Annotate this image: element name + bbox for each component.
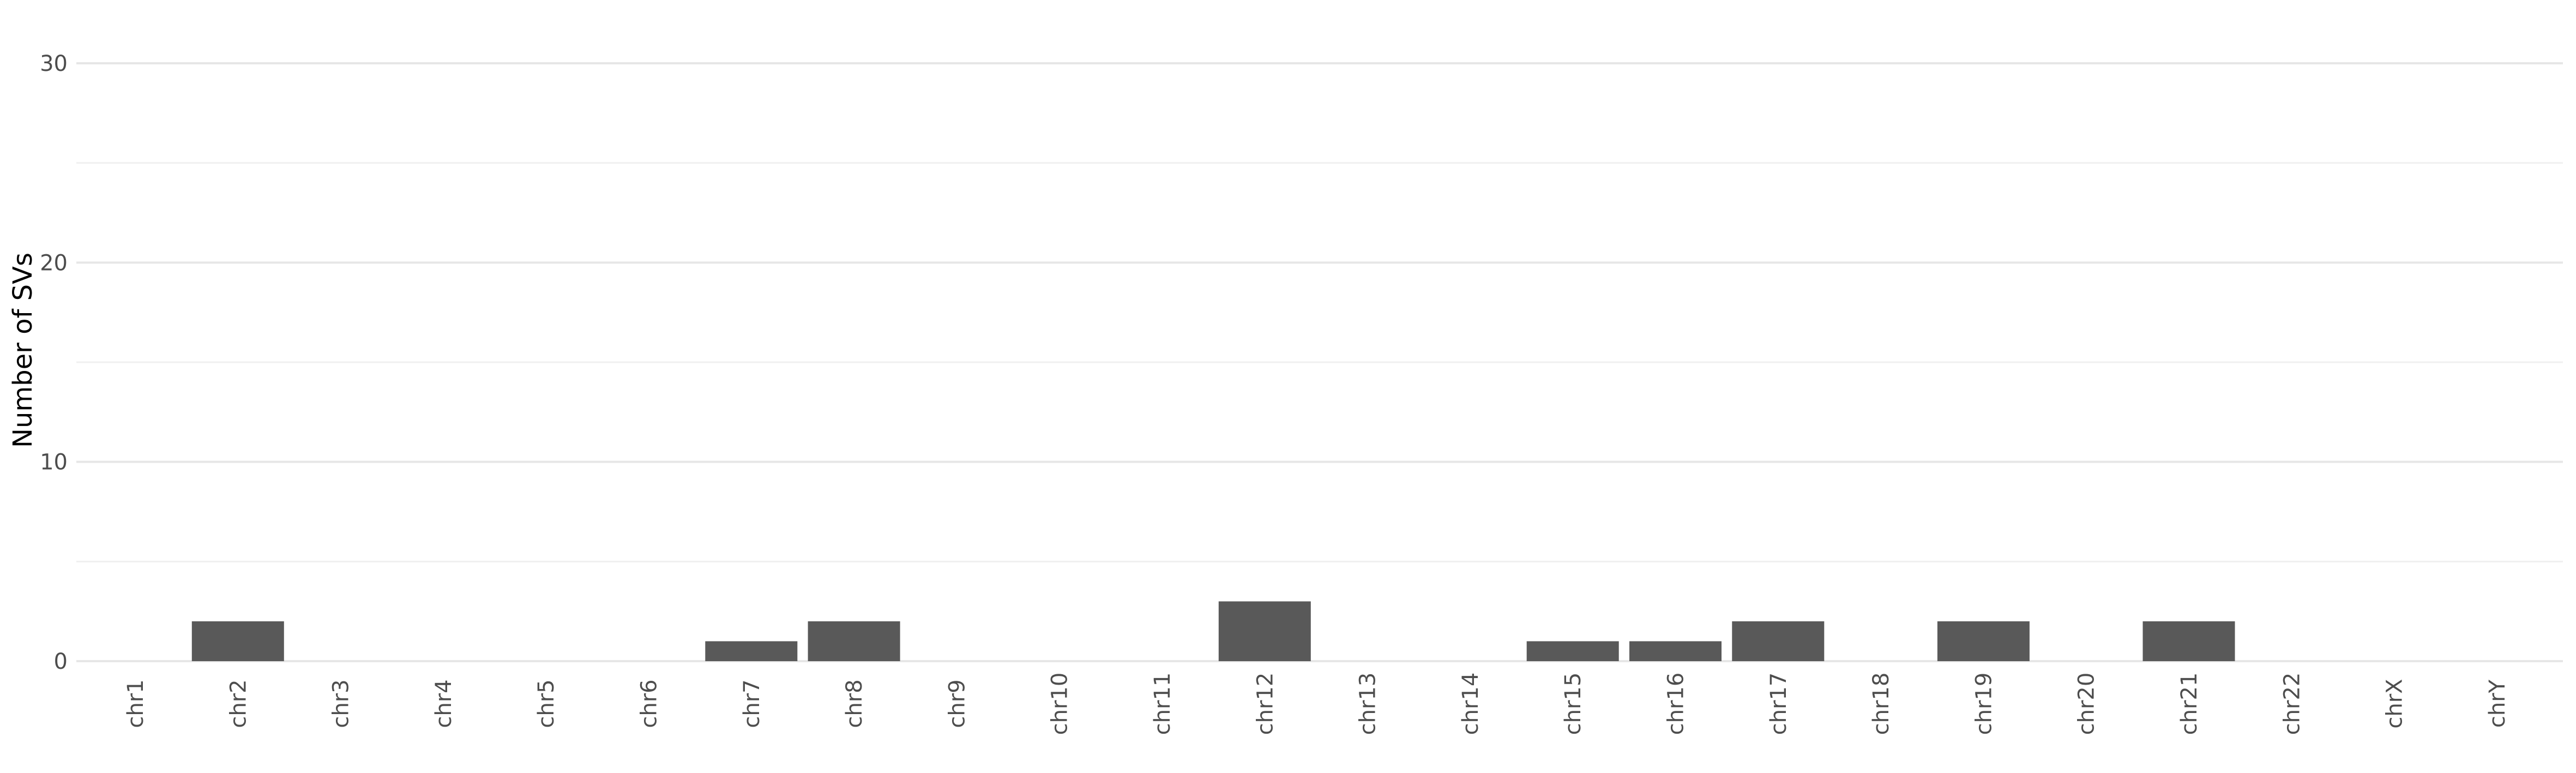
bar-chr19	[1937, 621, 2030, 661]
x-tick-label-chr22: chr22	[2279, 673, 2304, 735]
y-tick-label: 0	[54, 649, 68, 674]
bar-chr12	[1218, 601, 1311, 661]
x-tick-label-chr3: chr3	[329, 679, 354, 728]
x-tick-label-chr17: chr17	[1766, 673, 1791, 735]
x-tick-label-chr8: chr8	[842, 679, 867, 728]
x-tick-label-chr2: chr2	[226, 679, 251, 728]
bar-chr2	[191, 621, 284, 661]
bar-chr21	[2142, 621, 2235, 661]
grid-layer	[76, 62, 2563, 662]
x-tick-label-chr12: chr12	[1253, 673, 1278, 735]
x-tick-label-chr6: chr6	[637, 679, 662, 728]
x-tick-label-chr4: chr4	[431, 679, 456, 728]
x-tick-label-chrY: chrY	[2485, 679, 2510, 728]
x-tick-label-chrX: chrX	[2382, 679, 2408, 728]
bar-chr16	[1629, 641, 1722, 661]
x-tick-label-chr16: chr16	[1664, 673, 1689, 735]
x-tick-label-chr15: chr15	[1561, 673, 1586, 735]
bar-chr17	[1732, 621, 1825, 661]
x-tick-label-chr11: chr11	[1150, 673, 1175, 735]
y-tick-label: 30	[40, 51, 68, 76]
bar-chr15	[1526, 641, 1619, 661]
x-tick-label-chr18: chr18	[1869, 673, 1894, 735]
x-tick-labels: chr1 chr2 chr3 chr4 chr5 chr6 chr7 chr8 chr9 chr1…	[123, 673, 2510, 735]
y-tick-labels: 0 10 20 30	[40, 51, 68, 674]
x-tick-label-chr9: chr9	[944, 679, 970, 728]
x-tick-label-chr13: chr13	[1356, 673, 1381, 735]
x-tick-label-chr20: chr20	[2074, 673, 2099, 735]
bar-layer	[191, 601, 2235, 661]
y-tick-label: 10	[40, 450, 68, 475]
x-tick-label-chr1: chr1	[123, 679, 148, 728]
bar-chr7	[705, 641, 798, 661]
x-tick-label-chr21: chr21	[2177, 673, 2202, 735]
x-tick-label-chr19: chr19	[1971, 673, 1996, 735]
y-axis-title: Number of SVs	[8, 253, 38, 448]
x-tick-label-chr7: chr7	[739, 679, 765, 728]
x-tick-label-chr10: chr10	[1048, 673, 1073, 735]
y-tick-label: 20	[40, 250, 68, 275]
bar-chr8	[808, 621, 900, 661]
x-tick-label-chr14: chr14	[1458, 673, 1483, 735]
x-tick-label-chr5: chr5	[534, 679, 559, 728]
